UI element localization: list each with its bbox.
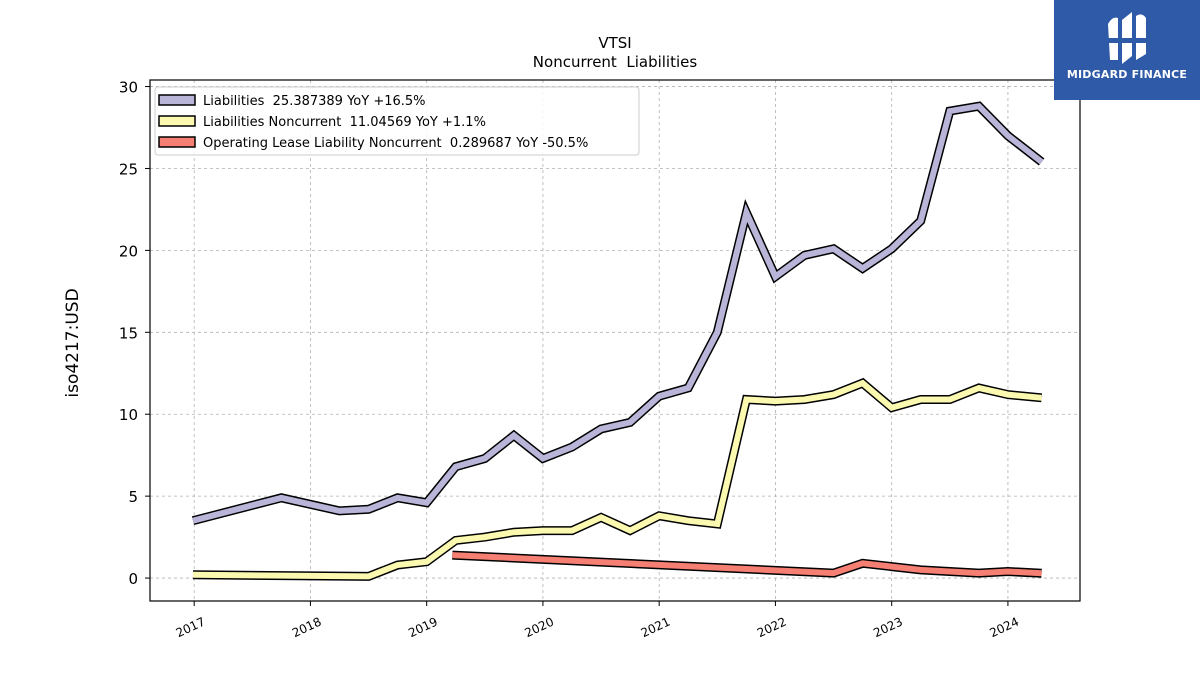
legend-box xyxy=(154,86,640,156)
x-tick-label: 2024 xyxy=(987,615,1021,641)
y-axis-label: iso4217:USD xyxy=(63,288,83,397)
x-tick-label: 2017 xyxy=(174,615,208,641)
midgard-logo-icon xyxy=(1108,12,1146,64)
grid xyxy=(150,80,1080,601)
x-tick-label: 2019 xyxy=(406,615,440,641)
legend-swatch-0 xyxy=(158,94,196,106)
chart-subtitle: Noncurrent Liabilities xyxy=(533,53,698,71)
y-tick-label: 25 xyxy=(119,160,138,178)
brand-logo: MIDGARD FINANCE xyxy=(1054,0,1200,100)
series-lines xyxy=(191,101,1045,581)
legend-swatch-2 xyxy=(158,136,196,148)
y-tick-label: 30 xyxy=(119,79,138,97)
legend-swatch-1 xyxy=(158,115,196,127)
x-tick-label: 2022 xyxy=(755,615,789,641)
y-tick-label: 0 xyxy=(128,570,138,588)
x-tick-label: 2020 xyxy=(522,615,556,641)
series-line-1 xyxy=(192,379,1042,580)
x-tick-label: 2018 xyxy=(290,615,324,641)
logo-text: MIDGARD FINANCE xyxy=(1066,68,1188,81)
series-line-2 xyxy=(452,552,1042,577)
plot-frame xyxy=(149,79,1081,602)
chart-title: VTSI xyxy=(598,34,631,52)
legend-label-1: Liabilities Noncurrent 11.04569 YoY +1.1… xyxy=(203,115,486,130)
x-tick-label: 2021 xyxy=(639,615,673,641)
series-line-0 xyxy=(192,102,1044,524)
legend-label-0: Liabilities 25.387389 YoY +16.5% xyxy=(203,94,426,109)
legend-label-2: Operating Lease Liability Noncurrent 0.2… xyxy=(203,136,588,151)
y-tick-label: 5 xyxy=(128,488,138,506)
y-tick-label: 10 xyxy=(119,406,138,424)
legend: Liabilities 25.387389 YoY +16.5% Liabilit… xyxy=(154,86,640,156)
y-tick-label: 15 xyxy=(119,324,138,342)
y-tick-label: 20 xyxy=(119,242,138,260)
series-outline-1 xyxy=(192,377,1043,581)
x-tick-label: 2023 xyxy=(871,615,905,641)
